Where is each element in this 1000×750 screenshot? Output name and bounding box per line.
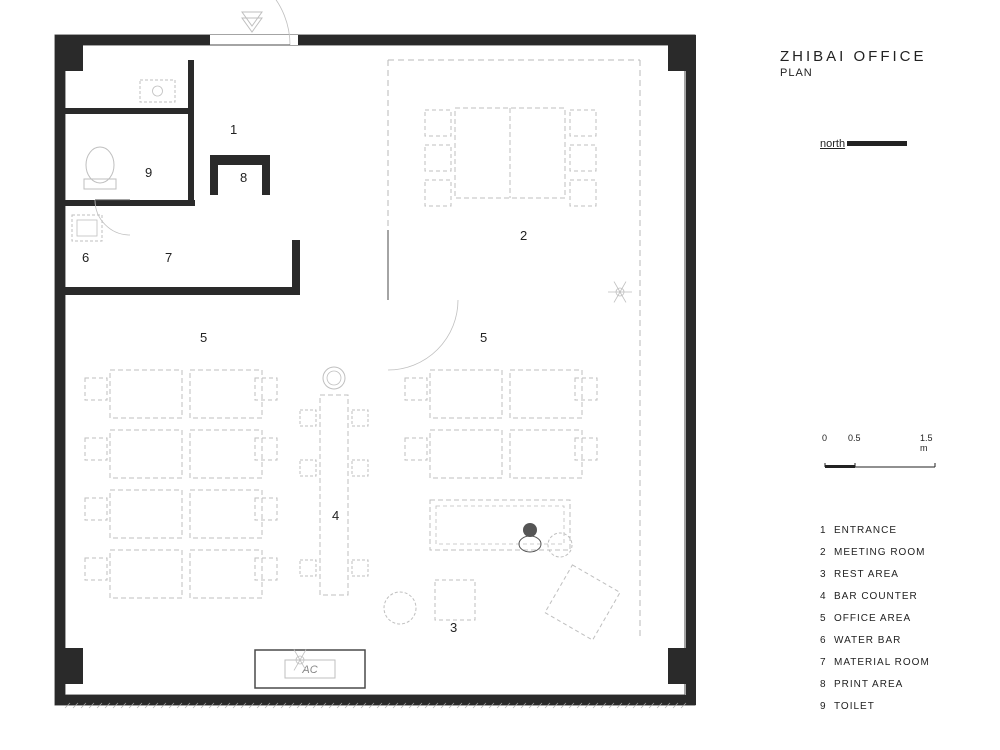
- floor-plan-drawing: AC: [0, 0, 1000, 750]
- room-number: 5: [480, 330, 487, 345]
- room-number: 3: [450, 620, 457, 635]
- room-number: 1: [230, 122, 237, 137]
- room-number: 8: [240, 170, 247, 185]
- room-number: 5: [200, 330, 207, 345]
- room-number: 4: [332, 508, 339, 523]
- room-number: 7: [165, 250, 172, 265]
- room-number: 9: [145, 165, 152, 180]
- room-number: 2: [520, 228, 527, 243]
- room-number: 6: [82, 250, 89, 265]
- floor-plan-page: ZHIBAI OFFICE PLAN north 0 0.5 1.5 m 1EN…: [0, 0, 1000, 750]
